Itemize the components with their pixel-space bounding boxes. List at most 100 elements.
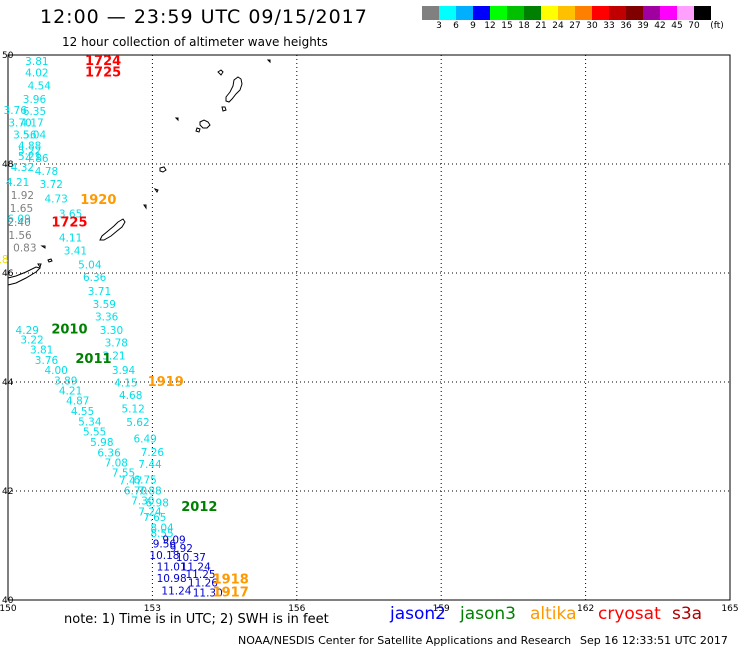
legend-item-jason2: jason2 <box>390 604 446 624</box>
wave-height-label: 3.70 <box>8 117 31 129</box>
map-subtitle: 12 hour collection of altimeter wave hei… <box>62 35 328 49</box>
color-swatch <box>422 6 439 20</box>
latitude-label: 42 <box>2 487 13 497</box>
wave-height-label: 7.08 <box>105 457 128 469</box>
color-scale-tick-label: 12 <box>484 21 496 31</box>
footer-note: note: 1) Time is in UTC; 2) SWH is in fe… <box>64 612 329 627</box>
wave-height-label: 8.04 <box>150 522 174 534</box>
wave-height-label: 8.55 <box>150 528 173 540</box>
island-outline <box>37 263 42 269</box>
wave-height-label: 9.09 <box>162 534 185 546</box>
wave-height-label: 4.00 <box>44 365 67 377</box>
island-outline <box>199 119 211 129</box>
color-swatch <box>677 6 694 20</box>
legend-item-altika: altika <box>530 604 577 624</box>
map-gridlines <box>8 55 730 600</box>
island-outline <box>153 188 159 193</box>
wave-height-labels: 3.814.024.543.963.766.353.704.173.565.04… <box>0 56 223 600</box>
wave-height-label: 5.62 <box>126 417 149 429</box>
wave-height-label: 0.83 <box>13 243 36 255</box>
wave-height-label: 5.04 <box>78 260 102 272</box>
wave-height-label: 3.81 <box>25 56 48 68</box>
color-scale-tick-label: 27 <box>569 21 581 31</box>
wave-height-label: 5.04 <box>23 129 47 141</box>
wave-height-label: 10.37 <box>176 552 206 564</box>
wave-height-label: 1.56 <box>8 230 32 242</box>
axis-labels: 150 153 156 159 162 165 50 48 46 44 42 40 <box>0 51 739 614</box>
color-swatch <box>490 6 507 20</box>
pass-time-label: 2011 <box>75 352 111 367</box>
generation-timestamp: Sep 16 12:33:51 UTC 2017 <box>580 634 728 647</box>
color-scale-tick-label: 9 <box>470 21 476 31</box>
island-outline <box>159 166 167 173</box>
wave-height-label: 6.98 <box>146 497 169 509</box>
pass-time-label: 2010 <box>51 322 87 337</box>
wave-height-label: 3.76 <box>4 105 28 117</box>
island-outline <box>47 258 53 263</box>
color-swatch <box>541 6 558 20</box>
wave-height-label: 7.30 <box>131 496 154 508</box>
wave-height-label: 4.68 <box>119 390 142 402</box>
longitude-label: 165 <box>721 604 738 614</box>
wave-height-label: 7.44 <box>138 459 162 471</box>
wave-height-label: 4.21 <box>59 386 82 398</box>
wave-height-label: 9.92 <box>170 543 193 555</box>
island-outline <box>225 76 243 103</box>
wave-height-label: 7.65 <box>143 512 166 524</box>
wave-height-label: 2.40 <box>7 217 30 229</box>
island-outline <box>195 127 201 133</box>
wave-height-label: 5.21 <box>18 151 41 163</box>
latitude-label: 46 <box>2 269 14 279</box>
island-outline <box>40 245 46 249</box>
island-outline <box>143 204 147 210</box>
wave-height-label: 4.15 <box>114 377 137 389</box>
wave-height-label: 6.49 <box>133 433 156 445</box>
color-scale-tick-label: 21 <box>535 21 547 31</box>
color-scale-tick-label: 24 <box>552 21 564 31</box>
island-outline <box>99 218 126 241</box>
island-outline <box>217 69 224 76</box>
color-scale-tick-label: 33 <box>603 21 615 31</box>
wave-height-label: 10.18 <box>149 550 179 562</box>
longitude-label: 156 <box>288 604 305 614</box>
map-title: 12:00 — 23:59 UTC 09/15/2017 <box>40 6 368 28</box>
wave-height-label: 3.41 <box>64 245 87 257</box>
wave-height-label: 7.55 <box>112 467 135 479</box>
wave-height-label: 6.36 <box>83 272 107 284</box>
island-outline <box>266 59 271 64</box>
color-scale-tick-label: 30 <box>586 21 598 31</box>
pass-time-label: 1918 <box>213 573 249 588</box>
wave-height-label: 5.34 <box>78 417 102 429</box>
wave-height-label: 5.12 <box>121 404 144 416</box>
wave-height-label: 5.55 <box>83 426 106 438</box>
wave-height-label: 11.01 <box>157 562 187 574</box>
color-swatch <box>473 6 490 20</box>
wave-height-label: 7.88 <box>138 485 161 497</box>
wave-height-label: 6.09 <box>7 213 30 225</box>
color-scale-unit: (ft) <box>710 21 724 31</box>
color-scale-tick-label: 36 <box>620 21 632 31</box>
wave-height-label: 3.96 <box>23 94 47 106</box>
credit-line: NOAA/NESDIS Center for Satellite Applica… <box>238 634 572 647</box>
color-scale-tick-label: 15 <box>501 21 513 31</box>
legend-item-cryosat: cryosat <box>598 604 661 624</box>
pass-time-label: 2012 <box>181 500 217 515</box>
wave-height-label: 11.30 <box>193 588 223 600</box>
wave-height-label: 7.26 <box>141 447 165 459</box>
color-scale-tick-label: 39 <box>637 21 649 31</box>
legend-item-s3a: s3a <box>672 604 703 624</box>
wave-height-label: 4.87 <box>66 395 89 407</box>
color-scale-tick-label: 18 <box>518 21 530 31</box>
color-swatch <box>558 6 575 20</box>
wave-height-label: 3.71 <box>88 286 111 298</box>
pass-time-label: 1725 <box>85 65 121 80</box>
color-swatch <box>456 6 473 20</box>
wave-height-color-scale <box>422 6 711 20</box>
pass-time-label: 1724 <box>85 54 121 69</box>
wave-height-label: 11.26 <box>188 577 218 589</box>
pass-time-label: 1917 <box>213 586 249 601</box>
color-scale-tick-label: 6 <box>453 21 459 31</box>
wave-height-label: 6.35 <box>23 106 46 118</box>
wave-height-label: 4.73 <box>44 194 67 206</box>
